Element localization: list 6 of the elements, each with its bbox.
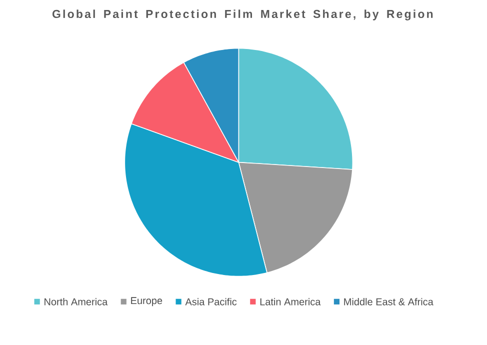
legend-label: Asia Pacific <box>185 298 237 306</box>
legend-label: Europe <box>131 297 162 306</box>
legend-label: Middle East & Africa <box>344 298 434 306</box>
chart-title: Global Paint Protection Film Market Share, by Region <box>52 10 433 20</box>
legend-label: Latin America <box>260 298 321 306</box>
legend-label: North America <box>44 298 108 306</box>
